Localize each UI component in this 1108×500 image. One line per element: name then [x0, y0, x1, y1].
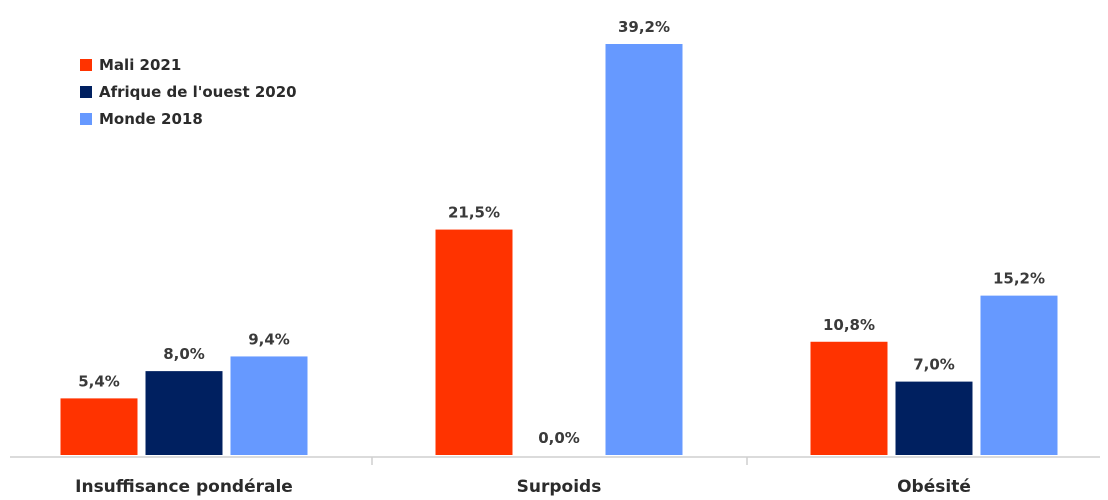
x-axis-ticks [371, 457, 748, 465]
value-labels: 5,4% 8,0% 9,4% 21,5% 0,0% 39,2% 10,8% 7,0% 15,2% [78, 18, 1045, 447]
legend: Mali 2021 Afrique de l'ouest 2020 Monde 20… [80, 56, 297, 128]
data-label: 10,8% [823, 316, 875, 334]
category-labels: Insuffisance pondérale Surpoids Obésité [75, 477, 971, 497]
data-label: 15,2% [993, 270, 1045, 288]
category-label: Insuffisance pondérale [75, 477, 293, 497]
bar-3-1 [230, 356, 308, 455]
data-label: 39,2% [618, 18, 670, 36]
data-label: 0,0% [538, 429, 580, 447]
data-label: 21,5% [448, 204, 500, 222]
data-label: 9,4% [248, 330, 290, 348]
data-label: 7,0% [913, 356, 955, 374]
legend-label: Monde 2018 [99, 110, 203, 128]
bar-2-3 [895, 381, 973, 455]
legend-label: Afrique de l'ouest 2020 [99, 83, 297, 101]
bar-1-3 [810, 341, 888, 455]
legend-swatch [80, 86, 92, 98]
legend-label: Mali 2021 [99, 56, 181, 74]
category-label: Surpoids [517, 477, 602, 497]
category-label: Obésité [897, 477, 971, 497]
bars [60, 44, 1058, 455]
data-label: 5,4% [78, 372, 120, 390]
legend-swatch [80, 59, 92, 71]
data-label: 8,0% [163, 345, 205, 363]
bar-2-1 [145, 371, 223, 455]
legend-swatch [80, 113, 92, 125]
bar-1-1 [60, 398, 138, 455]
bar-1-2 [435, 229, 513, 455]
bar-3-2 [605, 44, 683, 455]
bar-3-3 [980, 295, 1058, 455]
